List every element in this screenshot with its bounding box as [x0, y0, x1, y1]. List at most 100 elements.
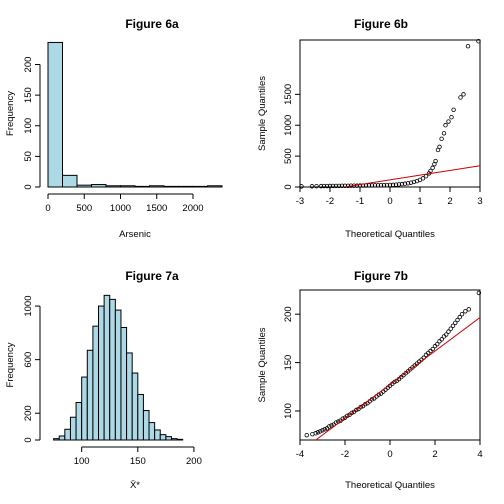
y-axis-label: Sample Quantiles	[257, 76, 268, 151]
data-point	[451, 107, 456, 112]
data-point	[375, 183, 381, 188]
data-point	[392, 379, 397, 385]
data-point	[330, 183, 336, 189]
y-tick-label: 1500	[283, 84, 294, 105]
x-tick-label: 2000	[182, 203, 203, 214]
data-point	[354, 407, 359, 413]
data-point	[420, 176, 426, 181]
histogram-bar	[148, 422, 156, 441]
data-point	[369, 183, 375, 188]
x-tick-label: -1	[356, 196, 364, 207]
histogram-bar	[154, 429, 161, 441]
data-point	[333, 183, 339, 189]
data-point	[453, 320, 458, 326]
data-point	[390, 182, 396, 188]
data-point	[430, 165, 435, 171]
data-point	[387, 182, 393, 188]
histogram-bar	[62, 174, 78, 188]
x-tick-label: 0	[387, 196, 392, 207]
panel-fig6b: Figure 6b Theoretical Quantiles Sample Qua…	[257, 17, 483, 240]
data-point	[423, 173, 429, 179]
data-point	[336, 183, 342, 189]
data-point	[466, 307, 471, 312]
x-tick-label: 200	[186, 456, 202, 467]
data-point	[342, 183, 348, 189]
histogram-bar	[92, 325, 100, 441]
data-point	[476, 39, 481, 44]
histogram-bar	[53, 438, 60, 441]
histogram-bar	[76, 184, 92, 188]
data-point	[313, 431, 318, 436]
data-point	[329, 423, 334, 428]
data-point	[461, 92, 466, 97]
panel-fig7a: Figure 7a X̄* Frequency 100 150 200 0 200 600 100…	[5, 269, 202, 491]
x-tick-label: -4	[296, 449, 304, 460]
histogram-bar	[105, 185, 121, 188]
x-tick-label: 2	[447, 196, 452, 207]
y-tick-label: 500	[283, 148, 294, 164]
qq-reference-line	[341, 165, 480, 187]
histogram-bar	[137, 393, 144, 441]
histogram-bar	[120, 185, 136, 188]
x-tick-label: -2	[326, 196, 334, 207]
histogram-bar	[149, 185, 165, 188]
data-point	[399, 181, 405, 187]
data-point	[318, 429, 323, 434]
data-point	[435, 341, 440, 347]
data-point	[309, 184, 315, 189]
y-tick-label: 0	[283, 184, 294, 189]
data-point	[314, 183, 319, 189]
data-point	[322, 427, 327, 432]
x-axis-label: X̄*	[130, 480, 140, 491]
plot-frame	[299, 289, 481, 441]
y-tick-label: 200	[23, 405, 34, 421]
x-tick-label: 150	[130, 456, 146, 467]
data-point	[402, 181, 408, 186]
data-point	[318, 183, 324, 189]
histogram-bar	[192, 185, 208, 188]
data-point	[393, 182, 399, 187]
histogram-bar	[64, 428, 71, 441]
x-axis-label: Arsenic	[119, 229, 151, 240]
data-point	[378, 183, 384, 188]
y-tick-label: 100	[23, 118, 34, 134]
x-tick-label: 500	[76, 203, 92, 214]
data-point	[405, 181, 411, 186]
data-point	[321, 183, 327, 189]
chart-title: Figure 6a	[125, 17, 179, 31]
data-point	[448, 326, 453, 331]
x-tick-label: 1000	[110, 203, 131, 214]
data-point	[345, 413, 350, 419]
data-point	[408, 180, 414, 185]
histogram-bar	[69, 416, 77, 441]
histogram-bar	[165, 436, 172, 441]
x-tick-label: 4	[477, 449, 482, 460]
data-point	[349, 410, 354, 416]
data-point	[455, 317, 460, 323]
x-axis-label: Theoretical Quantiles	[345, 229, 435, 240]
data-point	[381, 182, 387, 188]
data-point	[396, 182, 402, 187]
data-point	[476, 290, 482, 296]
histogram-bar	[120, 327, 128, 441]
y-tick-label: 200	[283, 306, 294, 322]
data-point	[449, 115, 454, 120]
x-tick-label: 100	[74, 456, 90, 467]
chart-title: Figure 7a	[125, 269, 179, 283]
y-tick-label: 0	[23, 437, 34, 442]
histogram-bar	[163, 185, 179, 188]
y-tick-label: 1000	[283, 115, 294, 136]
histogram-bar	[86, 349, 94, 441]
data-point	[446, 329, 451, 334]
data-point	[450, 323, 456, 329]
histogram-bar	[91, 184, 107, 188]
x-tick-label: 1	[417, 196, 422, 207]
histogram-bar	[81, 376, 88, 441]
histogram-bar	[207, 185, 223, 188]
y-tick-label: 600	[23, 352, 34, 368]
histogram-bar	[47, 41, 63, 188]
data-point	[465, 43, 471, 49]
data-point	[327, 424, 332, 429]
